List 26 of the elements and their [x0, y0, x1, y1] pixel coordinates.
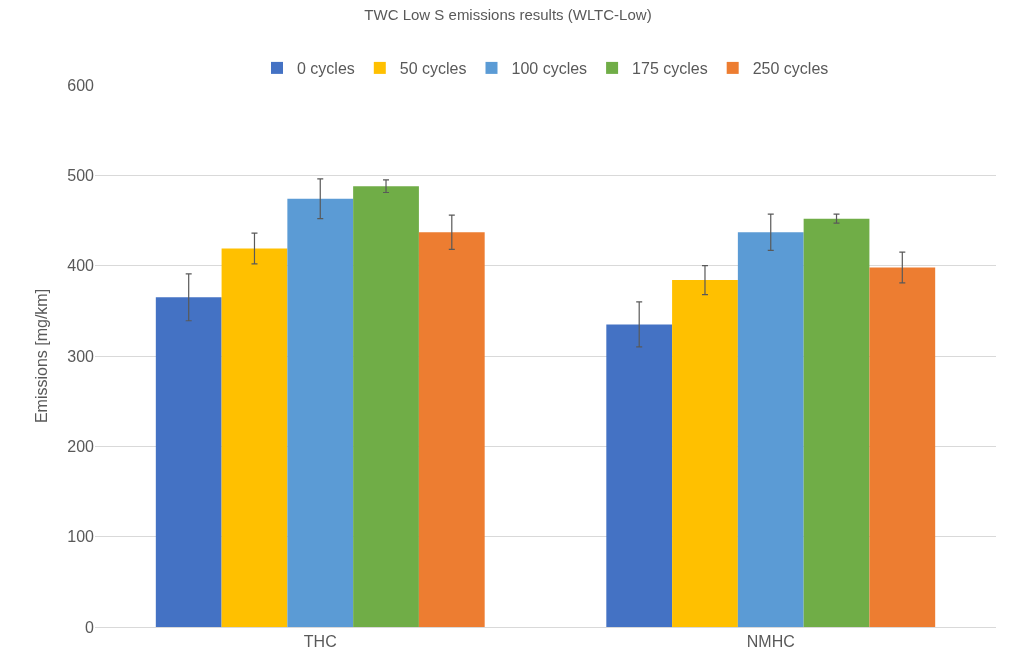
- bar: [287, 198, 354, 627]
- legend-label: 250 cycles: [752, 60, 829, 78]
- y-tick-label: 600: [67, 76, 95, 94]
- bar: [737, 232, 804, 627]
- y-tick-label: 100: [67, 528, 95, 546]
- bar: [803, 218, 870, 627]
- bar: [221, 248, 288, 627]
- bar: [869, 267, 936, 627]
- bar: [353, 186, 419, 627]
- y-axis-title: Emissions [mg/km]: [33, 288, 51, 424]
- y-tick-label: 0: [85, 618, 95, 636]
- y-tick-label: 300: [67, 347, 95, 365]
- y-tick-label: 200: [67, 437, 95, 455]
- legend-label: 0 cycles: [297, 60, 355, 78]
- bar: [155, 297, 222, 627]
- bar: [418, 232, 485, 627]
- y-tick-label: 400: [67, 257, 95, 275]
- bar: [672, 280, 738, 627]
- bar: [606, 324, 673, 627]
- legend-label: 100 cycles: [511, 60, 588, 78]
- x-tick-label: THC: [303, 633, 337, 651]
- legend-label: 175 cycles: [632, 60, 708, 78]
- y-tick-label: 500: [67, 166, 95, 184]
- legend-label: 50 cycles: [399, 60, 467, 78]
- x-tick-label: NMHC: [746, 633, 795, 651]
- chart-title: TWC Low S emissions results (WLTC-Low): [364, 6, 652, 24]
